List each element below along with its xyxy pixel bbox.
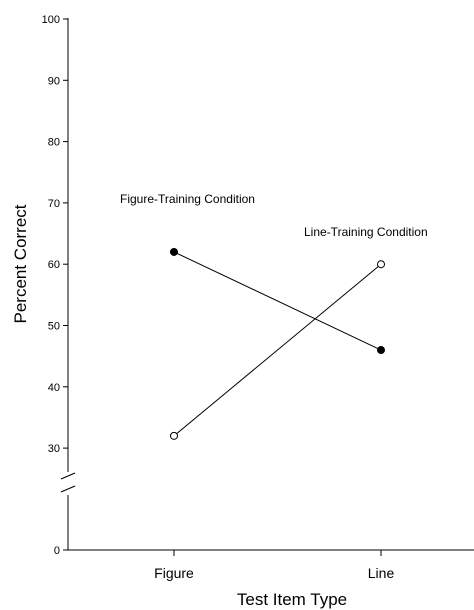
- x-tick-label: Figure: [154, 565, 194, 581]
- data-point-line-training-condition: [170, 431, 178, 440]
- y-ticks: 0 30 40 50 60 70 80 90 100: [42, 14, 68, 557]
- series-points: [170, 247, 385, 440]
- series-label-line-training: Line-Training Condition: [304, 225, 428, 239]
- y-tick-label: 50: [48, 321, 60, 333]
- x-axis-title: Test Item Type: [237, 590, 347, 609]
- y-tick-label: 70: [48, 198, 60, 210]
- series-line-line-training-condition: [173, 263, 382, 437]
- series-label-figure-training: Figure-Training Condition: [120, 192, 255, 206]
- y-tick-label: 0: [54, 545, 60, 557]
- data-point-line-training-condition: [377, 260, 385, 269]
- y-tick-label: 80: [48, 137, 60, 149]
- y-tick-label: 30: [48, 443, 60, 455]
- axis-break-mark-lower: [60, 485, 76, 493]
- data-point-figure-training-condition: [170, 247, 178, 256]
- axis-break-mark-upper: [60, 472, 76, 480]
- y-axis-title: Percent Correct: [11, 204, 30, 323]
- y-tick-label: 90: [48, 75, 60, 87]
- y-tick-label: 40: [48, 382, 60, 394]
- x-ticks: Figure Line: [154, 550, 394, 581]
- series-line-figure-training-condition: [173, 251, 382, 351]
- data-point-figure-training-condition: [377, 346, 385, 355]
- x-tick-label: Line: [368, 565, 395, 581]
- series-lines: [173, 251, 382, 437]
- y-tick-label: 100: [42, 14, 60, 26]
- y-tick-label: 60: [48, 259, 60, 271]
